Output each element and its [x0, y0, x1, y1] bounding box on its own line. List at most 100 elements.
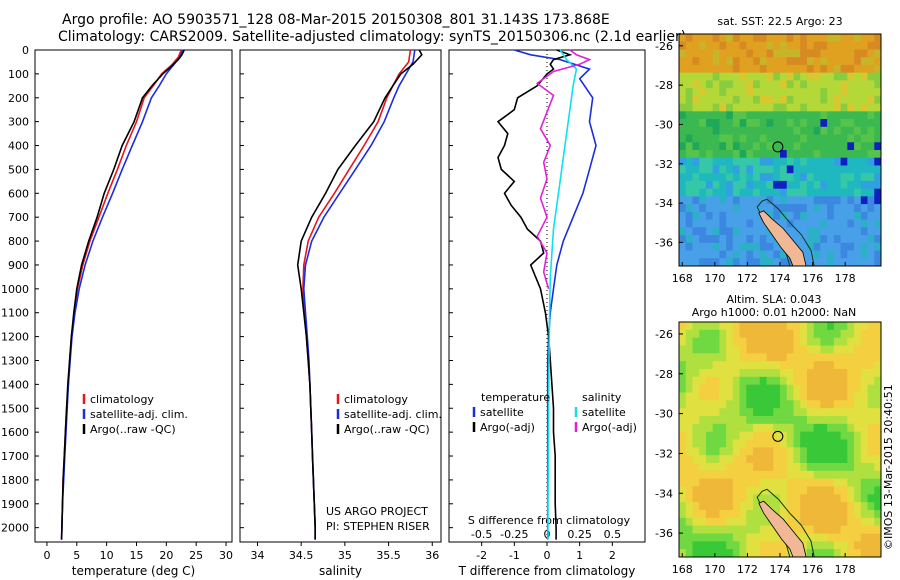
field-cell — [699, 384, 707, 393]
field-cell — [705, 455, 714, 464]
field-cell — [679, 533, 687, 542]
field-cell — [739, 103, 747, 112]
field-cell — [705, 219, 714, 228]
field-cell — [773, 134, 781, 143]
field-cell — [753, 533, 761, 542]
field-cell — [874, 227, 882, 236]
field-cell — [800, 329, 808, 339]
field-cell — [726, 219, 734, 228]
field-cell — [806, 384, 815, 393]
field-cell — [813, 126, 821, 135]
field-cell — [766, 235, 774, 244]
field-cell — [854, 142, 862, 151]
field-cell — [719, 517, 727, 527]
field-cell — [692, 134, 700, 143]
field-cell — [820, 431, 828, 440]
field-cell — [867, 150, 875, 159]
field-cell — [833, 470, 841, 480]
field-cell — [732, 486, 740, 495]
field-cell — [739, 329, 747, 339]
field-cell — [813, 502, 821, 511]
legend-label: Argo(-adj) — [480, 421, 535, 434]
field-cell — [840, 103, 848, 112]
field-cell — [854, 400, 862, 409]
field-cell — [692, 369, 700, 378]
field-cell — [786, 211, 794, 220]
field-cell — [719, 142, 727, 151]
field-cell — [699, 447, 707, 456]
field-cell — [712, 376, 720, 386]
field-cell — [860, 549, 868, 558]
field-cell — [732, 64, 740, 74]
field-cell — [679, 494, 687, 503]
field-cell — [746, 80, 754, 89]
field-cell — [719, 423, 727, 433]
field-cell — [847, 439, 855, 448]
field-cell — [705, 204, 714, 213]
field-cell — [773, 329, 781, 339]
field-cell — [705, 486, 714, 495]
field-cell — [705, 88, 714, 97]
field-cell — [874, 329, 882, 339]
field-cell — [780, 345, 788, 354]
field-cell — [753, 416, 761, 425]
field-cell — [679, 64, 687, 74]
sla-map-title-line2: Argo h1000: 0.01 h2000: NaN — [692, 306, 857, 319]
field-cell — [726, 525, 734, 534]
field-cell — [732, 322, 740, 331]
field-cell — [793, 345, 801, 354]
field-cell — [780, 196, 788, 205]
field-cell — [773, 196, 781, 205]
field-cell — [685, 510, 693, 519]
y-tick-label: -28 — [655, 368, 673, 381]
field-cell — [793, 384, 801, 393]
field-cell — [806, 242, 815, 251]
field-cell — [699, 72, 707, 81]
field-cell — [840, 242, 848, 251]
field-cell — [685, 242, 693, 251]
field-cell — [800, 95, 808, 104]
field-cell — [867, 173, 875, 182]
field-cell — [847, 34, 855, 43]
field-cell — [739, 235, 747, 244]
field-cell — [773, 111, 781, 120]
field-cell — [759, 235, 767, 244]
y-tick-label: -30 — [655, 118, 673, 131]
field-cell — [806, 470, 815, 480]
field-cell — [827, 196, 835, 205]
field-cell — [854, 353, 862, 362]
field-cell — [854, 157, 862, 166]
field-cell — [874, 361, 882, 370]
field-cell — [867, 95, 875, 104]
series-line-1 — [496, 49, 573, 540]
field-cell — [800, 41, 808, 50]
field-cell — [874, 242, 882, 251]
y-tick-label: 0 — [22, 44, 29, 57]
field-cell — [820, 188, 828, 197]
field-cell — [806, 447, 815, 456]
field-cell — [820, 134, 828, 143]
field-cell — [712, 486, 720, 495]
x-tick-label: 178 — [835, 272, 856, 285]
field-cell — [746, 34, 754, 43]
field-cell — [847, 150, 855, 159]
field-cell — [860, 502, 868, 511]
field-cell — [705, 57, 714, 66]
field-cell — [739, 126, 747, 135]
field-cell — [679, 103, 687, 112]
field-cell — [833, 329, 841, 339]
field-cell — [766, 384, 774, 393]
field-cell — [719, 533, 727, 542]
field-cell — [854, 478, 862, 487]
field-cell — [732, 134, 740, 143]
field-cell — [867, 463, 875, 472]
field-cell — [739, 517, 747, 527]
field-cell — [705, 408, 714, 417]
field-cell — [840, 157, 848, 166]
field-cell — [699, 329, 707, 339]
field-cell — [833, 400, 841, 409]
field-cell — [773, 80, 781, 89]
field-cell — [753, 34, 761, 43]
field-cell — [847, 369, 855, 378]
field-cell — [679, 384, 687, 393]
